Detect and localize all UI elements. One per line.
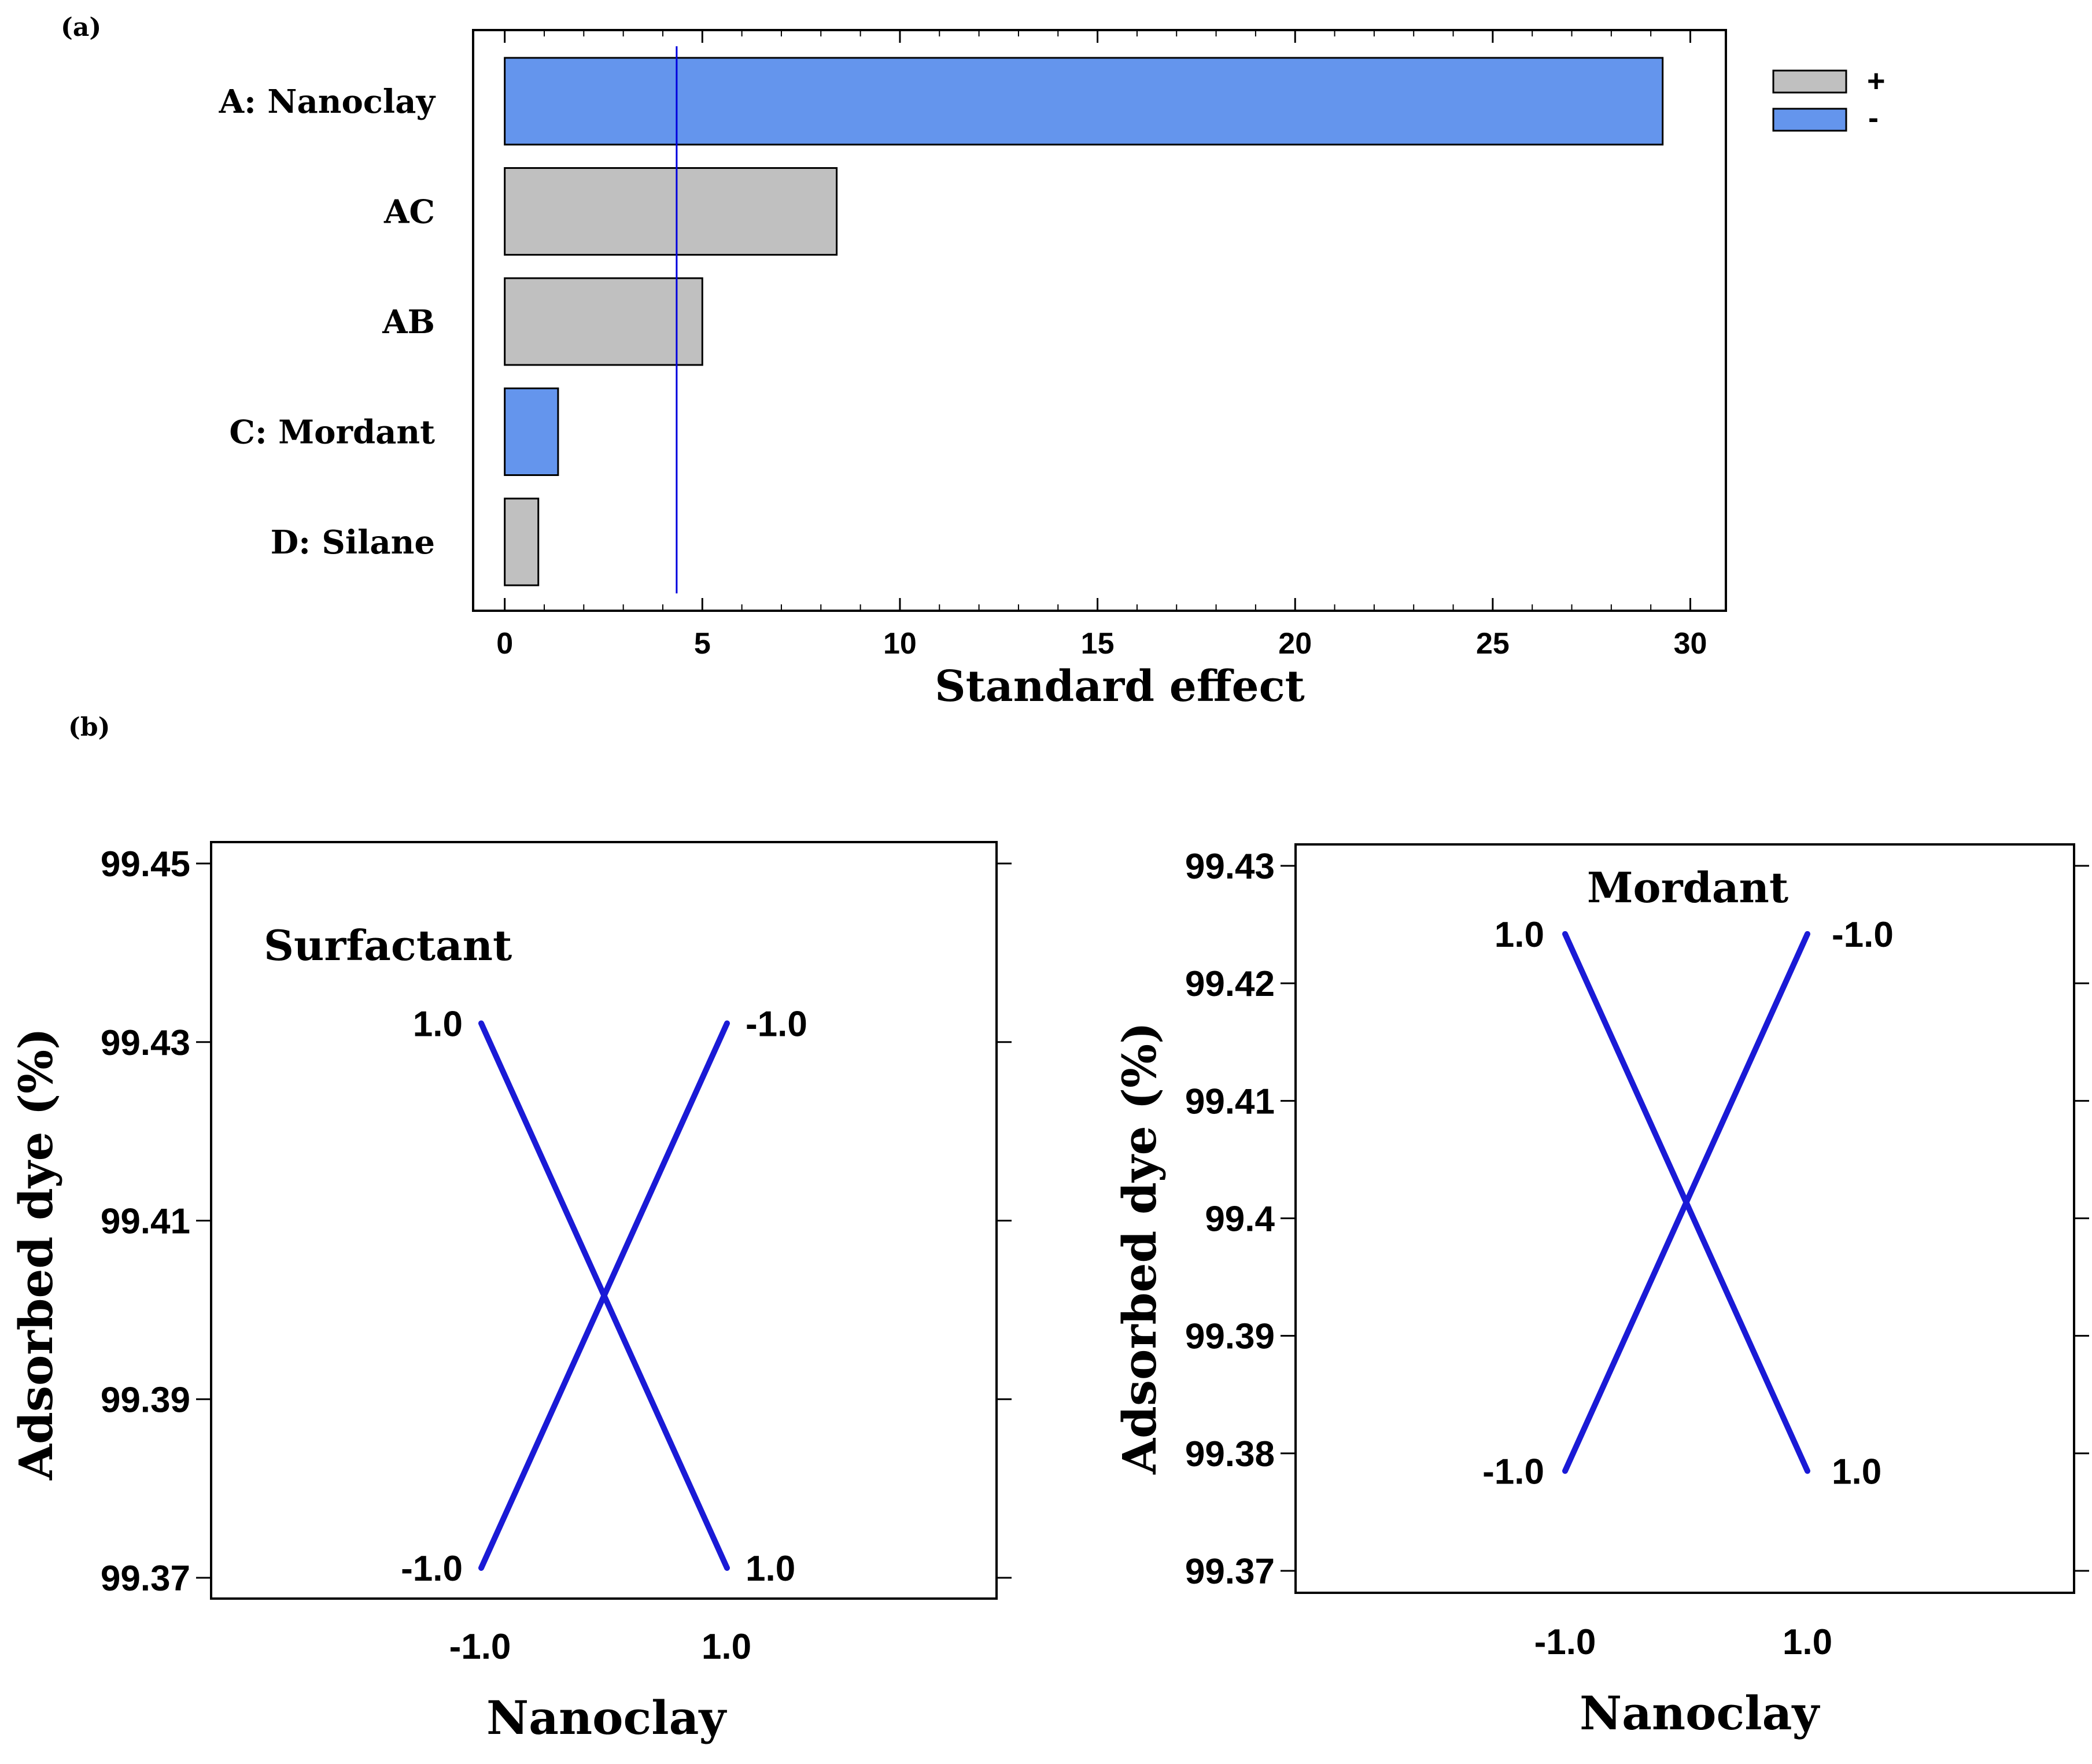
legend: + - [1772, 64, 1886, 135]
left-series-start-label-0: 1.0 [413, 1004, 463, 1044]
bar-category-label-1: AC [383, 193, 435, 231]
right-series-end-label-1: -1.0 [1832, 915, 1894, 955]
right-y-tick-label-6: 99.43 [1185, 847, 1275, 887]
right-series-end-label-0: 1.0 [1832, 1452, 1881, 1492]
left-y-tick-label-2: 99.41 [101, 1202, 190, 1242]
left-series-end-label-1: -1.0 [746, 1004, 807, 1044]
bar-category-label-3: C: Mordant [229, 414, 435, 452]
left-y-tick-label-4: 99.45 [101, 844, 190, 884]
bar-x-tick-label-4: 20 [1278, 627, 1312, 660]
right-y-tick-label-4: 99.41 [1185, 1082, 1275, 1121]
bar-series [504, 57, 1664, 586]
bar-4 [504, 497, 540, 586]
left-x-axis-label: Nanoclay [486, 1691, 727, 1745]
bar-category-label-0: A: Nanoclay [219, 83, 436, 121]
bar-x-axis-label: Standard effect [935, 662, 1305, 711]
right-y-tick-label-0: 99.37 [1185, 1552, 1275, 1592]
panel-label-b: (b) [68, 713, 110, 742]
left-y-tick-label-3: 99.43 [101, 1023, 190, 1063]
bar-x-tick-label-6: 30 [1674, 627, 1707, 660]
legend-swatch-negative [1772, 108, 1847, 132]
legend-sign-positive: + [1867, 64, 1886, 98]
left-series-end-label-0: 1.0 [746, 1549, 795, 1589]
bar-2 [504, 277, 703, 366]
bar-x-tick-label-0: 0 [496, 627, 513, 660]
bar-category-label-4: D: Silane [271, 523, 435, 562]
right-series-lines [1562, 931, 1810, 1474]
legend-swatch-positive [1772, 69, 1847, 94]
bar-x-tick-label-2: 10 [883, 627, 917, 660]
left-y-tick-label-1: 99.39 [101, 1380, 190, 1420]
right-series-labels: 1.0 1.0 -1.0 -1.0 [1482, 915, 1894, 1492]
bar-plot-frame [472, 29, 1727, 612]
right-plot-frame [1294, 843, 2075, 1594]
left-series-lines [478, 1020, 730, 1571]
bar-category-label-2: AB [382, 303, 435, 341]
bar-3 [504, 388, 559, 476]
left-series-line-1 [478, 1020, 730, 1571]
bar-x-tick-label-5: 25 [1476, 627, 1510, 660]
left-series-labels: 1.0 1.0 -1.0 -1.0 [401, 1004, 807, 1589]
left-y-ticks: 99.37 99.39 99.41 99.43 99.45 [101, 844, 1012, 1599]
right-series-start-label-1: -1.0 [1482, 1452, 1544, 1492]
right-y-tick-label-2: 99.39 [1185, 1317, 1275, 1357]
left-x-tick-minus: -1.0 [449, 1627, 511, 1667]
left-y-tick-label-0: 99.37 [101, 1559, 190, 1599]
right-series-line-1 [1562, 931, 1810, 1474]
left-x-tick-plus: 1.0 [702, 1627, 751, 1667]
bar-x-ticks: 0 5 10 15 20 25 30 [496, 30, 1707, 660]
bar-1 [504, 167, 838, 256]
left-y-axis-label: Adsorbed dye (%) [9, 1028, 63, 1481]
surfactant-interaction-plot: 99.37 99.39 99.41 99.43 99.45 1.0 1.0 -1.0 -1.0… [9, 841, 1012, 1745]
right-x-tick-plus: 1.0 [1783, 1622, 1832, 1662]
bar-0 [504, 57, 1664, 146]
right-y-ticks: 99.37 99.38 99.39 99.4 99.41 99.42 99.43 [1185, 847, 2089, 1592]
right-y-axis-label: Adsorbed dye (%) [1112, 1022, 1167, 1475]
right-y-tick-label-5: 99.42 [1185, 964, 1275, 1004]
right-y-tick-label-3: 99.4 [1205, 1200, 1275, 1239]
legend-sign-negative: - [1868, 101, 1879, 135]
left-plot-title: Surfactant [264, 921, 512, 970]
bar-x-tick-label-3: 15 [1081, 627, 1115, 660]
right-plot-title: Mordant [1587, 863, 1788, 912]
right-x-tick-minus: -1.0 [1534, 1622, 1596, 1662]
right-x-axis-label: Nanoclay [1580, 1686, 1820, 1740]
panel-label-a: (a) [61, 13, 101, 42]
left-series-start-label-1: -1.0 [401, 1549, 463, 1589]
bar-category-labels: A: Nanoclay AC AB C: Mordant D: Silane [219, 83, 436, 562]
standard-effect-bar-chart: 0 5 10 15 20 25 30 A: Nanoclay AC AB C: Mordant D:… [219, 29, 1886, 711]
right-series-start-label-0: 1.0 [1495, 915, 1544, 955]
right-y-tick-label-1: 99.38 [1185, 1434, 1275, 1474]
bar-x-tick-label-1: 5 [694, 627, 711, 660]
